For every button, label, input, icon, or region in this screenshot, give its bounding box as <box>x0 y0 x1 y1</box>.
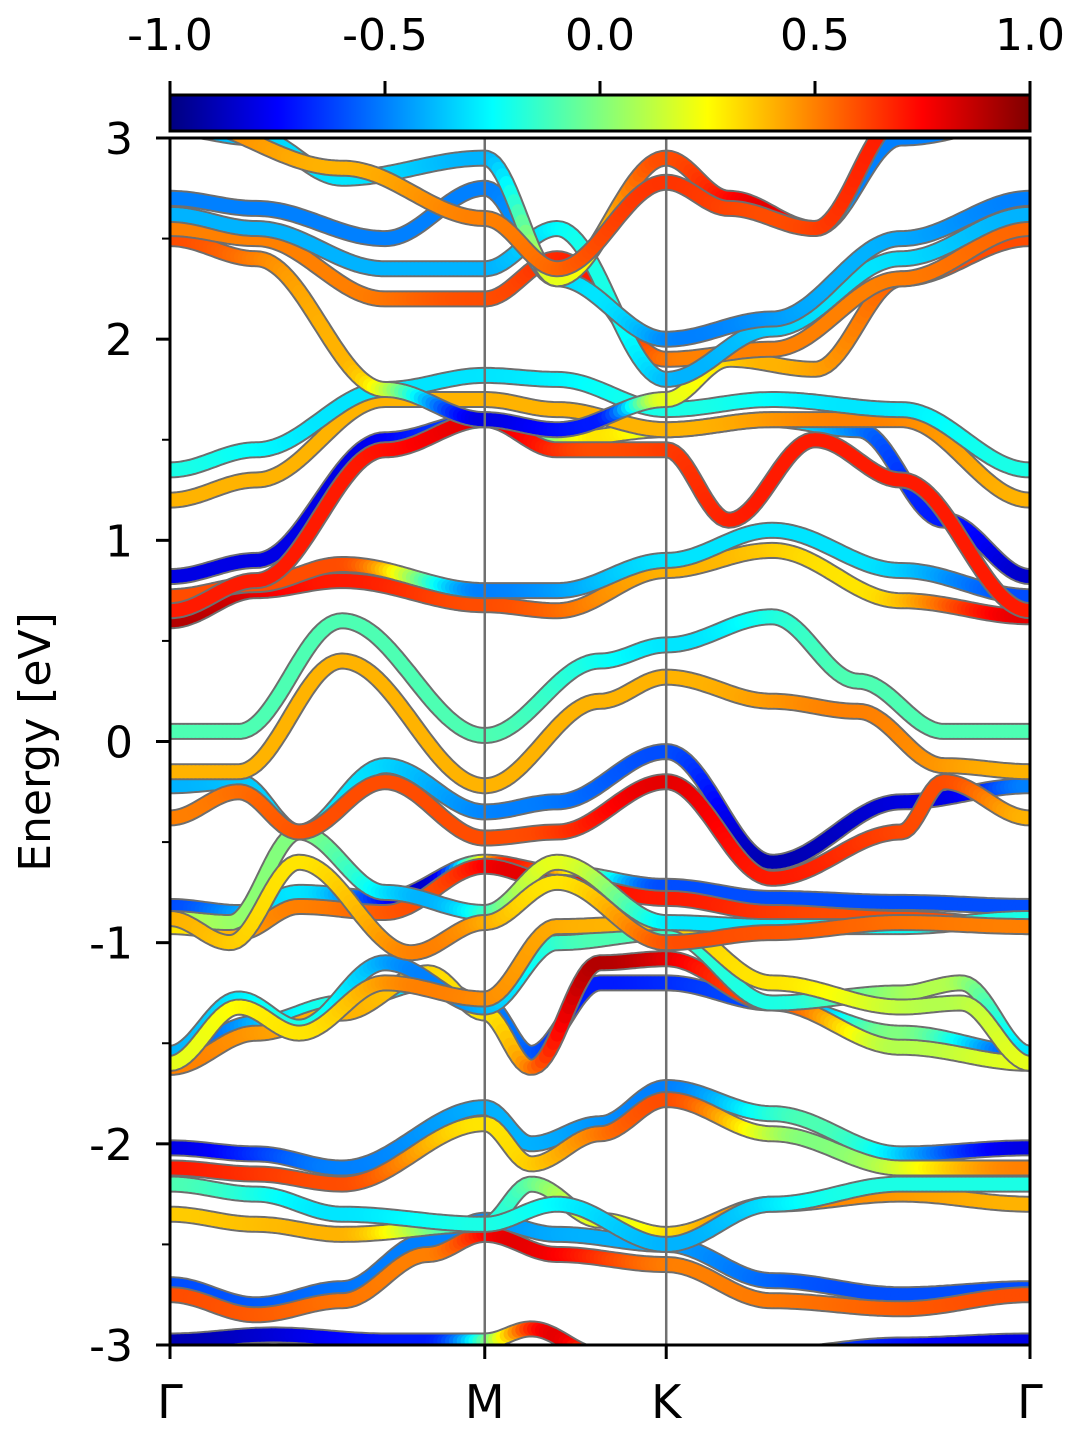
band-segment <box>635 1361 639 1362</box>
band-segment <box>631 1360 635 1361</box>
band-segment <box>616 1356 620 1357</box>
band-segment <box>624 1358 628 1359</box>
band-segment <box>710 1361 714 1362</box>
band-segment <box>576 1343 585 1345</box>
band-2 <box>170 1225 1030 1324</box>
colorbar-tick-label-4: 1.0 <box>995 10 1065 61</box>
band-6 <box>170 1091 1030 1193</box>
band-segment <box>823 1344 829 1345</box>
band-segment <box>588 1353 592 1354</box>
colorbar-tick-label-0: -1.0 <box>127 10 213 61</box>
band-0 <box>170 1320 1030 1365</box>
band-segment <box>643 1362 647 1363</box>
band-5 <box>170 1079 1030 1177</box>
band-4 <box>170 1175 1030 1253</box>
bands-layer <box>170 138 1030 1365</box>
band-segment <box>741 1357 745 1358</box>
band-segment <box>729 1358 733 1359</box>
band-segment <box>837 1342 852 1345</box>
band-segment <box>651 1364 655 1365</box>
band-segment <box>627 1359 631 1360</box>
colorbar-tick-label-1: -0.5 <box>342 10 428 61</box>
band-segment <box>647 1363 651 1364</box>
colorbar <box>168 93 1032 133</box>
band-segment <box>721 1359 725 1360</box>
band-segment <box>620 1357 624 1358</box>
band-segment <box>612 1356 616 1357</box>
band-segment <box>584 1352 588 1353</box>
band-segment <box>713 1360 717 1361</box>
band-segment <box>702 1362 706 1363</box>
colorbar-tick-label-3: 0.5 <box>780 10 850 61</box>
band-segment <box>592 1354 596 1355</box>
band-outline <box>170 652 1030 795</box>
band-segment <box>844 1341 860 1345</box>
band-segment <box>725 1359 729 1360</box>
band-segment <box>717 1360 721 1361</box>
colorbar-tick-label-2: 0.0 <box>565 10 635 61</box>
band-17 <box>170 652 1030 795</box>
band-segment <box>570 1341 585 1345</box>
band-segment <box>733 1358 737 1359</box>
band-segment <box>706 1362 710 1363</box>
band-segment <box>698 1363 702 1364</box>
band-segment <box>834 1342 848 1345</box>
band-segment <box>830 1343 843 1345</box>
band-segment <box>737 1357 741 1358</box>
colorbar-ticks: -1.0 -0.5 0.0 0.5 1.0 <box>127 10 1065 95</box>
band-segment <box>824 1344 834 1345</box>
band-segment <box>639 1362 643 1363</box>
